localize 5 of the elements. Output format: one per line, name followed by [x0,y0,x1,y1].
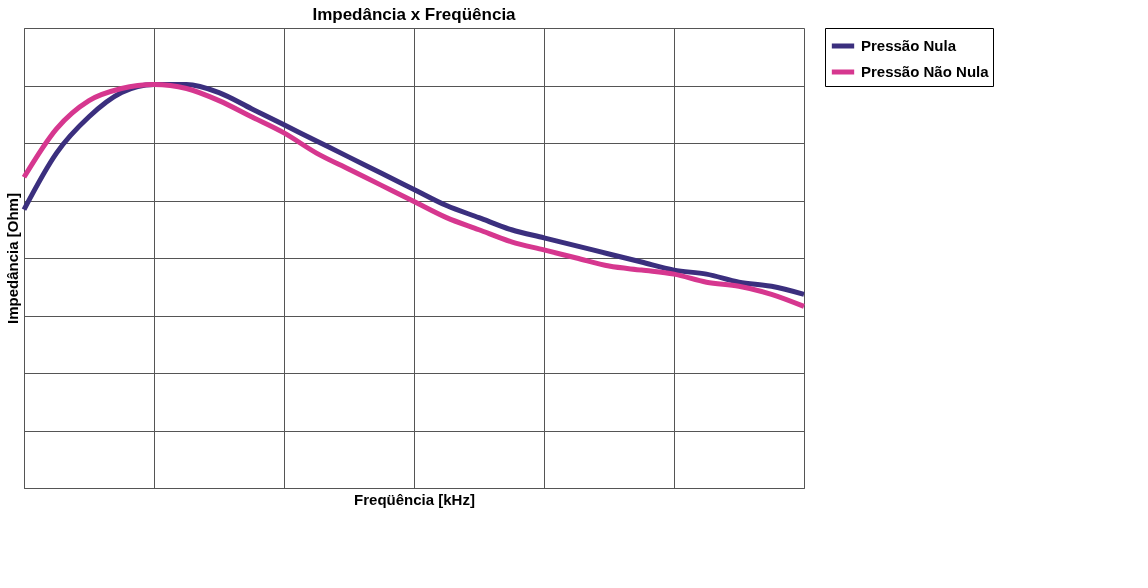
chart-title: Impedância x Freqüência [312,4,517,24]
legend-label: Pressão Não Nula [861,63,990,80]
x-axis-title: Freqüência [kHz] [354,490,475,508]
y-axis-title: Impedância [Ohm] [3,193,21,324]
legend-label: Pressão Nula [861,37,957,54]
